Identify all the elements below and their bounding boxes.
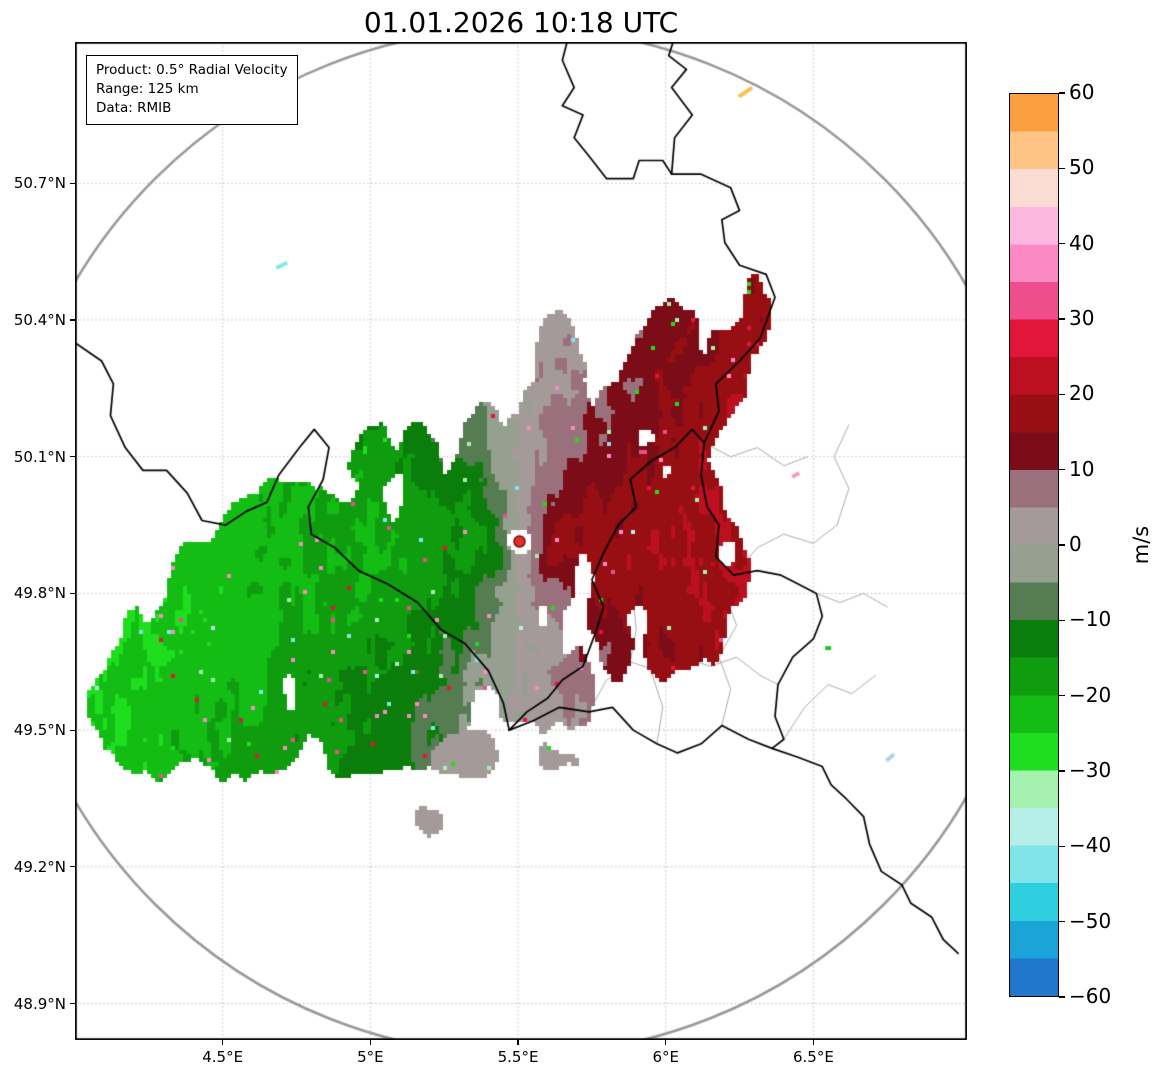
y-tick-label: 50.1°N — [13, 447, 66, 466]
colorbar-tick-label: 30 — [1069, 306, 1095, 330]
info-box: Product: 0.5° Radial Velocity Range: 125… — [86, 55, 298, 126]
colorbar-gradient — [1010, 94, 1058, 996]
colorbar-tick-label: −30 — [1069, 758, 1112, 782]
x-tick-mark — [222, 1040, 224, 1045]
colorbar-tick-mark — [1059, 845, 1065, 847]
plot-area: Product: 0.5° Radial Velocity Range: 125… — [75, 42, 967, 1040]
colorbar-tick-label: −20 — [1069, 682, 1112, 707]
colorbar-tick-label: −40 — [1069, 833, 1112, 858]
radar-map-canvas — [75, 42, 967, 1040]
y-tick-label: 50.4°N — [13, 310, 66, 329]
y-tick-label: 49.8°N — [13, 584, 66, 603]
y-tick-mark — [70, 729, 75, 731]
colorbar-tick-label: 0 — [1069, 532, 1082, 556]
x-tick-label: 5.5°E — [497, 1048, 539, 1066]
colorbar-tick-mark — [1059, 469, 1065, 471]
y-tick-mark — [70, 319, 75, 321]
y-tick-label: 50.7°N — [13, 174, 66, 193]
y-tick-label: 49.2°N — [13, 857, 66, 876]
y-tick-mark — [70, 182, 75, 184]
info-line-product: Product: 0.5° Radial Velocity — [96, 62, 288, 78]
colorbar-tick-mark — [1059, 92, 1065, 94]
y-tick-label: 48.9°N — [13, 994, 66, 1013]
y-tick-mark — [70, 456, 75, 458]
colorbar-tick-label: −10 — [1069, 607, 1112, 632]
info-line-data-source: Data: RMIB — [96, 100, 172, 117]
colorbar-tick-mark — [1059, 770, 1065, 772]
x-tick-mark — [517, 1040, 519, 1045]
y-tick-mark — [70, 1002, 75, 1005]
x-tick-label: 6.5°E — [792, 1048, 834, 1066]
y-tick-label: 49.5°N — [13, 721, 66, 740]
x-tick-label: 5°E — [357, 1048, 384, 1066]
colorbar-tick-mark — [1059, 544, 1065, 546]
page-title: 01.01.2026 10:18 UTC — [363, 6, 679, 39]
colorbar-tick-mark — [1059, 393, 1065, 395]
colorbar-tick-label: 20 — [1069, 381, 1095, 406]
x-tick-mark — [812, 1040, 814, 1045]
colorbar-tick-mark — [1059, 619, 1065, 621]
colorbar-tick-mark — [1059, 921, 1065, 923]
x-tick-label: 6°E — [652, 1048, 679, 1066]
colorbar-tick-mark — [1059, 318, 1065, 320]
info-line-range: Range: 125 km — [96, 81, 199, 98]
colorbar-tick-label: −60 — [1069, 984, 1112, 1008]
x-tick-label: 4.5°E — [202, 1048, 244, 1066]
colorbar — [1009, 93, 1059, 997]
colorbar-tick-label: −50 — [1069, 908, 1112, 933]
x-tick-mark — [665, 1040, 667, 1045]
colorbar-tick-label: 60 — [1069, 80, 1095, 104]
colorbar-tick-mark — [1059, 243, 1065, 245]
y-tick-mark — [70, 866, 75, 868]
colorbar-tick-label: 50 — [1069, 155, 1095, 180]
colorbar-tick-label: 10 — [1069, 456, 1095, 481]
colorbar-tick-label: 40 — [1069, 230, 1095, 255]
colorbar-tick-mark — [1059, 996, 1065, 998]
y-tick-mark — [70, 592, 75, 594]
colorbar-tick-mark — [1059, 167, 1065, 169]
colorbar-tick-mark — [1059, 695, 1065, 697]
colorbar-unit-label: m/s — [1129, 525, 1153, 565]
x-tick-mark — [369, 1040, 371, 1045]
